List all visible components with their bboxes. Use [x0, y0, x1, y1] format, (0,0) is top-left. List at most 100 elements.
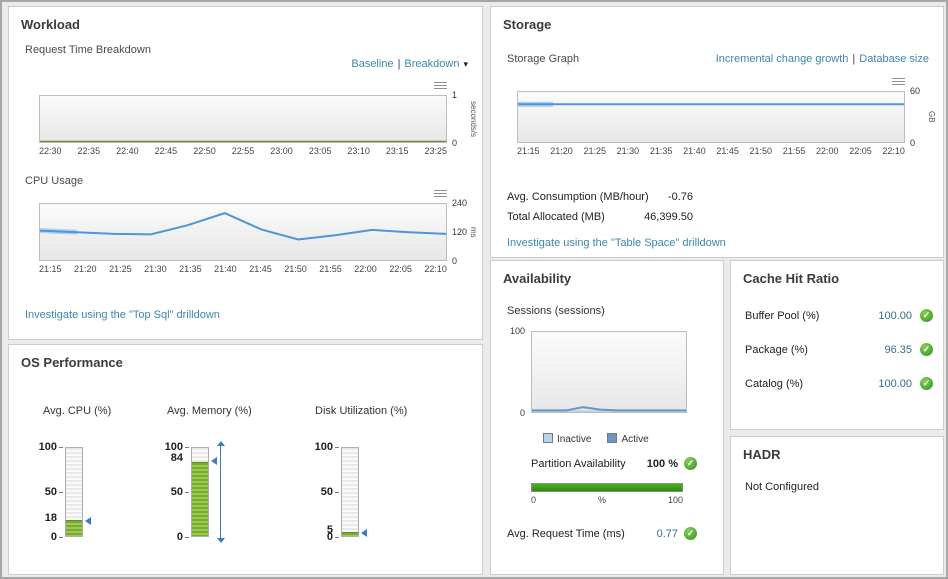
storage-graph-subtitle: Storage Graph: [507, 53, 580, 65]
gauge-tick-label: 100: [164, 441, 190, 453]
x-tick-label: 21:20: [550, 146, 573, 156]
partition-availability-bar: [531, 483, 683, 492]
x-tick-label: 22:50: [193, 146, 216, 156]
partition-scale: 0 % 100: [531, 495, 683, 505]
sessions-legend: Inactive Active: [543, 433, 649, 445]
cache-hit-ratio-panel: Cache Hit Ratio Buffer Pool (%) 100.00 P…: [730, 260, 944, 430]
x-tick-label: 22:40: [116, 146, 139, 156]
gauge-label: Avg. Memory (%): [167, 405, 252, 417]
gauge-tick-label: 0: [176, 531, 190, 543]
legend-label: Inactive: [557, 434, 592, 445]
x-tick-label: 22:05: [849, 146, 872, 156]
baseline-link[interactable]: Baseline: [351, 58, 394, 70]
x-tick-label: 21:40: [214, 264, 237, 274]
cpu-usage-subtitle: CPU Usage: [25, 175, 84, 187]
chart-plot-area[interactable]: [517, 91, 905, 143]
incremental-change-growth-link[interactable]: Incremental change growth: [715, 53, 849, 65]
metric-value: 100.00: [878, 309, 912, 322]
x-tick-label: 21:35: [179, 264, 202, 274]
scale-min: 0: [531, 495, 537, 505]
request-time-label: Avg. Request Time (ms): [507, 527, 625, 540]
availability-panel: Availability Sessions (sessions) 100 0 In…: [490, 260, 724, 575]
x-tick-label: 21:50: [749, 146, 773, 156]
status-ok-icon: [684, 457, 697, 470]
panel-title: OS Performance: [21, 355, 123, 370]
avg-request-time-row: Avg. Request Time (ms) 0.77: [507, 527, 697, 540]
stat-label: Total Allocated (MB): [507, 211, 605, 223]
x-tick-label: 21:20: [74, 264, 97, 274]
metric-value: 100.00: [878, 377, 912, 390]
gauge-marker-icon: [361, 528, 367, 537]
gauge-value: 18: [44, 511, 57, 524]
y-tick-label: 100: [509, 326, 525, 336]
os-performance-panel: OS Performance Avg. CPU (%) 18 100 50 0 Av…: [8, 344, 483, 575]
x-tick-label: 22:30: [39, 146, 62, 156]
x-tick-label: 21:25: [109, 264, 132, 274]
panel-title: Workload: [21, 17, 80, 32]
workload-panel: Workload Request Time Breakdown Baseline…: [8, 6, 483, 340]
chart-plot-area[interactable]: [531, 331, 687, 413]
y-tick-label: 1: [452, 90, 458, 100]
x-tick-label: 23:10: [347, 146, 370, 156]
link-separator: |: [397, 58, 401, 70]
storage-mode-links: Incremental change growth | Database size: [716, 53, 929, 65]
gauge-tick-label: 50: [44, 486, 64, 498]
breakdown-link[interactable]: Breakdown: [404, 58, 460, 70]
x-tick-label: 23:25: [424, 146, 447, 156]
metric-label: Catalog (%): [745, 377, 804, 390]
x-tick-label: 22:05: [389, 264, 412, 274]
top-sql-drilldown-link[interactable]: Investigate using the "Top Sql" drilldow…: [25, 309, 220, 321]
link-separator: |: [852, 53, 856, 65]
table-space-drilldown-link[interactable]: Investigate using the "Table Space" dril…: [507, 237, 726, 249]
x-tick-label: 21:50: [284, 264, 307, 274]
gauge-value: 84: [170, 452, 183, 465]
database-size-link[interactable]: Database size: [859, 53, 929, 65]
chart-options-icon[interactable]: [434, 82, 447, 91]
gauge-tick-label: 0: [326, 531, 340, 543]
x-axis-labels: 21:15 21:20 21:25 21:30 21:35 21:40 21:45 21:50…: [39, 264, 447, 274]
x-tick-label: 21:30: [616, 146, 640, 156]
x-tick-label: 23:00: [270, 146, 293, 156]
stat-value: 46,399.50: [644, 211, 693, 223]
x-tick-label: 23:05: [308, 146, 332, 156]
x-tick-label: 21:25: [583, 146, 606, 156]
legend-item-inactive: Inactive: [543, 433, 591, 445]
partition-availability-row: Partition Availability 100 %: [531, 457, 697, 470]
chart-options-icon[interactable]: [892, 78, 905, 87]
panel-title: HADR: [743, 447, 781, 462]
gauge-tick-label: 100: [314, 441, 340, 453]
gauge-tick-label: 50: [320, 486, 340, 498]
partition-bar-fill: [532, 484, 682, 491]
y-tick-label: 120: [452, 227, 468, 237]
x-axis-labels: 21:15 21:20 21:25 21:30 21:35 21:40 21:45 21:50…: [517, 146, 905, 156]
dropdown-caret-icon[interactable]: ▾: [463, 59, 468, 69]
x-tick-label: 21:15: [39, 264, 62, 274]
hadr-status: Not Configured: [745, 481, 819, 493]
request-time-subtitle: Request Time Breakdown: [25, 44, 151, 56]
chart-plot-area[interactable]: [39, 95, 447, 143]
gauge-label: Avg. CPU (%): [43, 405, 112, 417]
x-tick-label: 21:45: [249, 264, 272, 274]
y-tick-label: 0: [452, 138, 458, 148]
chart-options-icon[interactable]: [434, 190, 447, 199]
x-tick-label: 21:55: [319, 264, 342, 274]
y-axis-label: seconds/s: [469, 100, 478, 138]
request-time-value: 0.77: [656, 527, 678, 540]
total-allocated-row: Total Allocated (MB) 46,399.50: [507, 211, 693, 223]
storage-panel: Storage Storage Graph Incremental change…: [490, 6, 944, 258]
chart-plot-area[interactable]: [39, 203, 447, 261]
metric-value: 96.35: [884, 343, 912, 356]
legend-item-active: Active: [607, 433, 649, 445]
panel-title: Cache Hit Ratio: [743, 271, 840, 286]
x-tick-label: 21:40: [683, 146, 706, 156]
status-ok-icon: [920, 343, 933, 356]
gauge-label: Disk Utilization (%): [315, 405, 408, 417]
y-tick-label: 0: [519, 408, 525, 418]
avg-consumption-row: Avg. Consumption (MB/hour) -0.76: [507, 191, 693, 203]
x-tick-label: 21:15: [517, 146, 540, 156]
stat-value: -0.76: [667, 191, 693, 203]
y-axis-label: ms: [469, 226, 478, 238]
x-tick-label: 22:00: [815, 146, 839, 156]
y-tick-label: 240: [452, 198, 468, 208]
metric-label: Buffer Pool (%): [745, 309, 820, 322]
